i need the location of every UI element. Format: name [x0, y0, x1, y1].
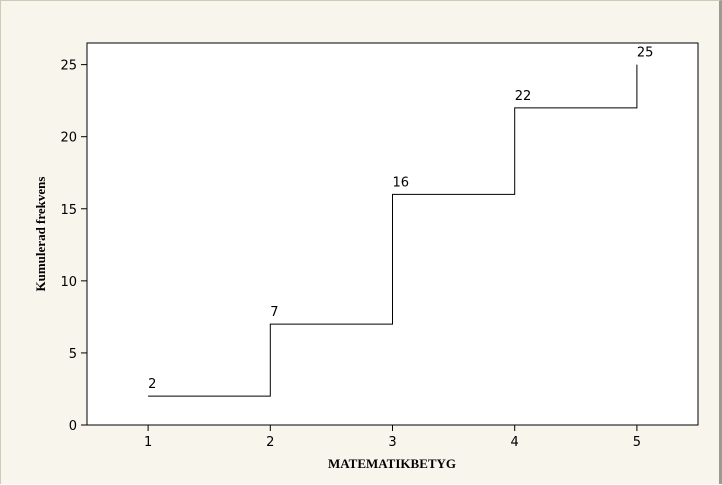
y-axis: 0 5 10 15 20 25 [60, 59, 87, 434]
data-label: 7 [270, 305, 278, 320]
y-tick-label: 10 [60, 275, 77, 290]
y-tick-label: 20 [60, 131, 77, 146]
x-tick-label: 1 [144, 435, 152, 450]
data-label: 2 [148, 377, 156, 392]
y-axis-title: Kumulerad frekvens [33, 177, 48, 292]
x-axis: 1 2 3 4 5 [144, 425, 641, 450]
y-tick-label: 25 [60, 59, 77, 74]
x-tick-label: 2 [266, 435, 274, 450]
y-tick-label: 0 [69, 419, 77, 434]
data-label: 16 [393, 175, 410, 190]
x-tick-label: 3 [388, 435, 396, 450]
data-labels: 2 7 16 22 25 [148, 46, 653, 393]
x-axis-title: MATEMATIKBETYG [328, 456, 456, 471]
data-label: 25 [637, 46, 654, 61]
x-tick-label: 5 [633, 435, 641, 450]
y-tick-label: 15 [60, 203, 77, 218]
data-label: 22 [515, 89, 532, 104]
series-line [148, 64, 638, 397]
x-tick-label: 4 [511, 435, 519, 450]
y-tick-label: 5 [69, 347, 77, 362]
